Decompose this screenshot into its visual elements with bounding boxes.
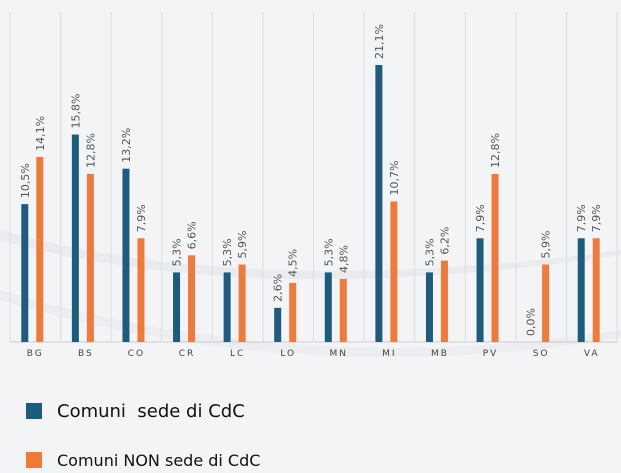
x-tick-label: SO [533, 349, 550, 359]
bar [577, 238, 585, 342]
legend-swatch [26, 403, 42, 419]
bar [188, 255, 196, 342]
value-label: 10,7% [388, 161, 401, 196]
value-label: 7,9% [474, 204, 487, 232]
x-tick-label: MB [431, 349, 449, 359]
bar [339, 278, 347, 342]
bar [375, 64, 383, 342]
value-label: 12,8% [489, 133, 502, 168]
value-label: 5,9% [540, 231, 553, 259]
x-tick-label: BS [78, 349, 94, 359]
x-tick-label: LO [280, 349, 296, 359]
value-label: 6,2% [438, 227, 451, 255]
value-label: 5,9% [236, 231, 249, 259]
value-label: 14,1% [34, 116, 47, 151]
bar [86, 173, 94, 342]
x-tick-label: MI [382, 349, 396, 359]
value-label: 5,3% [322, 238, 335, 266]
x-tick-label: CR [179, 349, 196, 359]
bar [289, 282, 297, 342]
value-label: 5,3% [423, 238, 436, 266]
bar [137, 238, 145, 342]
value-label: 12,8% [84, 133, 97, 168]
x-tick-label: VA [584, 349, 600, 359]
bar [122, 168, 130, 342]
bar [36, 156, 44, 342]
value-label: 4,5% [287, 249, 300, 277]
bar [238, 264, 246, 342]
bar [476, 238, 484, 342]
value-label: 21,1% [373, 24, 386, 59]
value-label: 5,3% [171, 238, 184, 266]
bar [491, 173, 499, 342]
value-label: 13,2% [120, 128, 133, 163]
bar [274, 307, 282, 342]
value-label: 0,0% [525, 308, 538, 336]
value-label: 5,3% [221, 238, 234, 266]
x-tick-label: BG [27, 349, 44, 359]
value-label: 10,5% [19, 163, 32, 198]
value-label: 6,6% [186, 221, 199, 249]
x-tick-label: MN [330, 349, 349, 359]
legend-label: Comuni NON sede di CdC [57, 451, 260, 470]
bar [390, 201, 398, 342]
value-label: 15,8% [69, 94, 82, 129]
x-tick-label: LC [230, 349, 245, 359]
bar [324, 272, 332, 342]
x-tick-label: CO [128, 349, 145, 359]
bar [173, 272, 181, 342]
bar [21, 204, 29, 342]
value-label: 2,6% [272, 274, 285, 302]
x-tick-label: PV [483, 349, 499, 359]
bar [542, 264, 550, 342]
legend-label: Comuni sede di CdC [57, 401, 245, 422]
value-label: 7,9% [590, 204, 603, 232]
value-label: 7,9% [135, 204, 148, 232]
bar [223, 272, 231, 342]
value-label: 4,8% [337, 245, 350, 273]
bar [425, 272, 433, 342]
bar [592, 238, 600, 342]
bar [440, 260, 448, 342]
legend-swatch [26, 452, 42, 468]
value-label: 7,9% [575, 204, 588, 232]
bar [71, 134, 79, 342]
